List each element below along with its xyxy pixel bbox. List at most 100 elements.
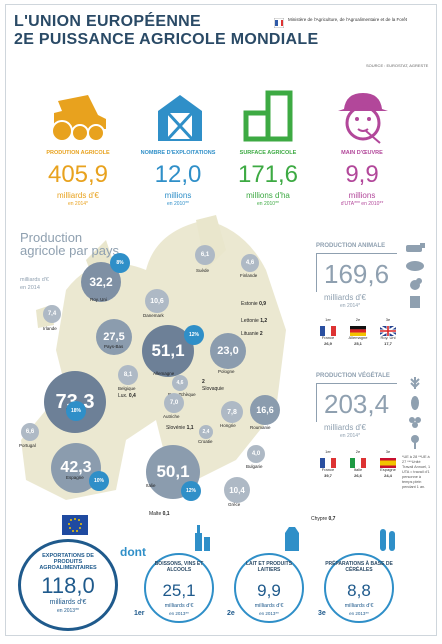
export-item-value: 25,1 [162, 581, 196, 600]
export-item-circle [234, 553, 304, 623]
grapes-icon [404, 415, 426, 436]
kpi-unit: millions [164, 191, 192, 200]
flag-france-icon [320, 323, 336, 336]
exports-unit: milliards d'€ [49, 599, 87, 606]
flower-icon [404, 433, 426, 454]
kpi-value: 171,6 [237, 161, 299, 188]
export-item-circle [144, 553, 214, 623]
corn-icon [404, 395, 426, 416]
country-label: Allemagne [153, 371, 175, 376]
animal-bracket [316, 253, 397, 292]
title-line-1: L'UNION EUROPÉENNE [14, 13, 202, 30]
barn-icon [154, 91, 206, 148]
rank-value: 26,6 [354, 473, 362, 478]
rank-label: 2e [355, 449, 361, 454]
rank-label: 2e [355, 317, 361, 322]
country-label: Irlande [43, 326, 57, 331]
country-bubble: 8,1 [118, 365, 138, 385]
export-item-value: 9,9 [257, 581, 281, 600]
vegetal-value: 203,4 [324, 389, 390, 419]
country-label: Roy. Uni [90, 297, 107, 302]
country-label: Lux. 0,4 [118, 393, 136, 399]
vegetal-unit: milliards d'€ [324, 423, 366, 432]
country-bubble: 7,0 [164, 393, 184, 413]
animal-sub: en 2014* [340, 303, 361, 309]
flag-germany-icon [350, 323, 366, 336]
kpi-value: 405,9 [47, 161, 109, 188]
vegetal-title: PRODUCTION VÉGÉTALE [316, 373, 390, 379]
eu-flag-icon [62, 515, 88, 535]
export-item-unit: milliards d'€ [344, 603, 374, 609]
export-item-title: BOISSONS, VINS ET ALCOOLS [154, 561, 204, 573]
share-badge: 18% [66, 401, 86, 421]
export-item-value: 8,8 [347, 581, 371, 600]
country-label: 2 [202, 379, 205, 385]
ministry-logo-icon [273, 15, 285, 29]
export-item-sub: en 2013** [169, 611, 189, 616]
ministry-name: Ministère de l'Agriculture, de l'Agroali… [288, 17, 408, 22]
country-label: Lituanie 2 [241, 331, 263, 337]
flag-uk-icon [379, 323, 397, 337]
animal-value: 169,6 [324, 259, 390, 289]
share-badge: 12% [184, 325, 204, 345]
cow-icon [404, 241, 426, 259]
wine-bottle-icon [192, 523, 212, 558]
share-badge: 8% [110, 253, 130, 273]
country-label: Italie [146, 483, 156, 488]
rank-value: 26,9 [324, 341, 332, 346]
rank-label: 3e [385, 317, 391, 322]
rank-label: 3e [385, 449, 391, 454]
export-item-title: PRÉPARATIONS À BASE DE CÉRÉALES [325, 561, 393, 573]
chicken-icon [404, 277, 426, 296]
exports-value: 118,0 [41, 573, 95, 598]
rank-value: 24,4 [384, 473, 392, 478]
country-bubble: 10,6 [145, 289, 169, 313]
country-label: Estonie 0,9 [241, 301, 267, 307]
kpi-title: PRODUTION AGRICOLE [46, 150, 110, 156]
country-bubble: 23,0 [210, 333, 246, 369]
rank-country: France [321, 467, 335, 472]
rank-label: 1er [325, 317, 331, 322]
export-item-title: LAIT ET PRODUITS LAITIERS [245, 561, 293, 573]
kpi-sub: en 2010** [257, 201, 279, 207]
country-label: Malte 0,1 [149, 511, 170, 517]
country-label: Croatie [198, 439, 213, 444]
country-label: Hongrie [220, 423, 236, 428]
country-label: Slovaquie [202, 386, 224, 392]
country-bubble: 10,4 [224, 477, 250, 503]
flag-italy-icon [350, 455, 366, 468]
country-bubble: 16,6 [250, 395, 280, 425]
kpi-unit: milliards d'€ [57, 191, 99, 200]
animal-title: PRODUCTION ANIMALE [316, 243, 386, 249]
animal-unit: milliards d'€ [324, 293, 366, 302]
country-bubble: 27,5 [96, 319, 132, 355]
vegetal-sub: en 2014* [340, 433, 361, 439]
bread-icon [376, 525, 400, 558]
country-bubble: 2,4 [199, 425, 213, 439]
rank-country: Allemagne [348, 335, 368, 340]
export-item-unit: milliards d'€ [164, 603, 194, 609]
country-label: Slovénie 1,1 [166, 425, 194, 431]
country-label: Portugal [19, 443, 36, 448]
country-label: Rep. Tchèque [168, 392, 196, 397]
kpi-sub: en 2010** [167, 201, 189, 207]
dont-label: dont [120, 545, 146, 559]
export-item-circle [324, 553, 394, 623]
country-bubble: 73,3 [44, 371, 106, 433]
country-bubble: 4,0 [247, 445, 265, 463]
export-item-rank: 1er [134, 610, 145, 617]
footnote: *UE à 28 **UE à 27 ***Unité Travail Annu… [402, 455, 431, 489]
pig-icon [404, 259, 426, 277]
share-badge: 10% [89, 471, 109, 491]
kpi-title: SURFACE AGRICOLE [239, 150, 297, 156]
export-item-rank: 2e [227, 610, 235, 617]
country-label: Belgique [118, 386, 136, 391]
tractor-icon [48, 89, 110, 148]
country-label: Suède [196, 268, 210, 273]
export-item-sub: en 2013** [259, 611, 279, 616]
country-label: Lettonie 1,2 [241, 318, 268, 324]
map-title: Production agricole par pays [20, 230, 119, 258]
kpi-value: 12,0 [154, 161, 202, 188]
kpi-sub: d'UTA*** en 2010** [340, 201, 384, 207]
country-bubble: 7,8 [221, 401, 243, 423]
